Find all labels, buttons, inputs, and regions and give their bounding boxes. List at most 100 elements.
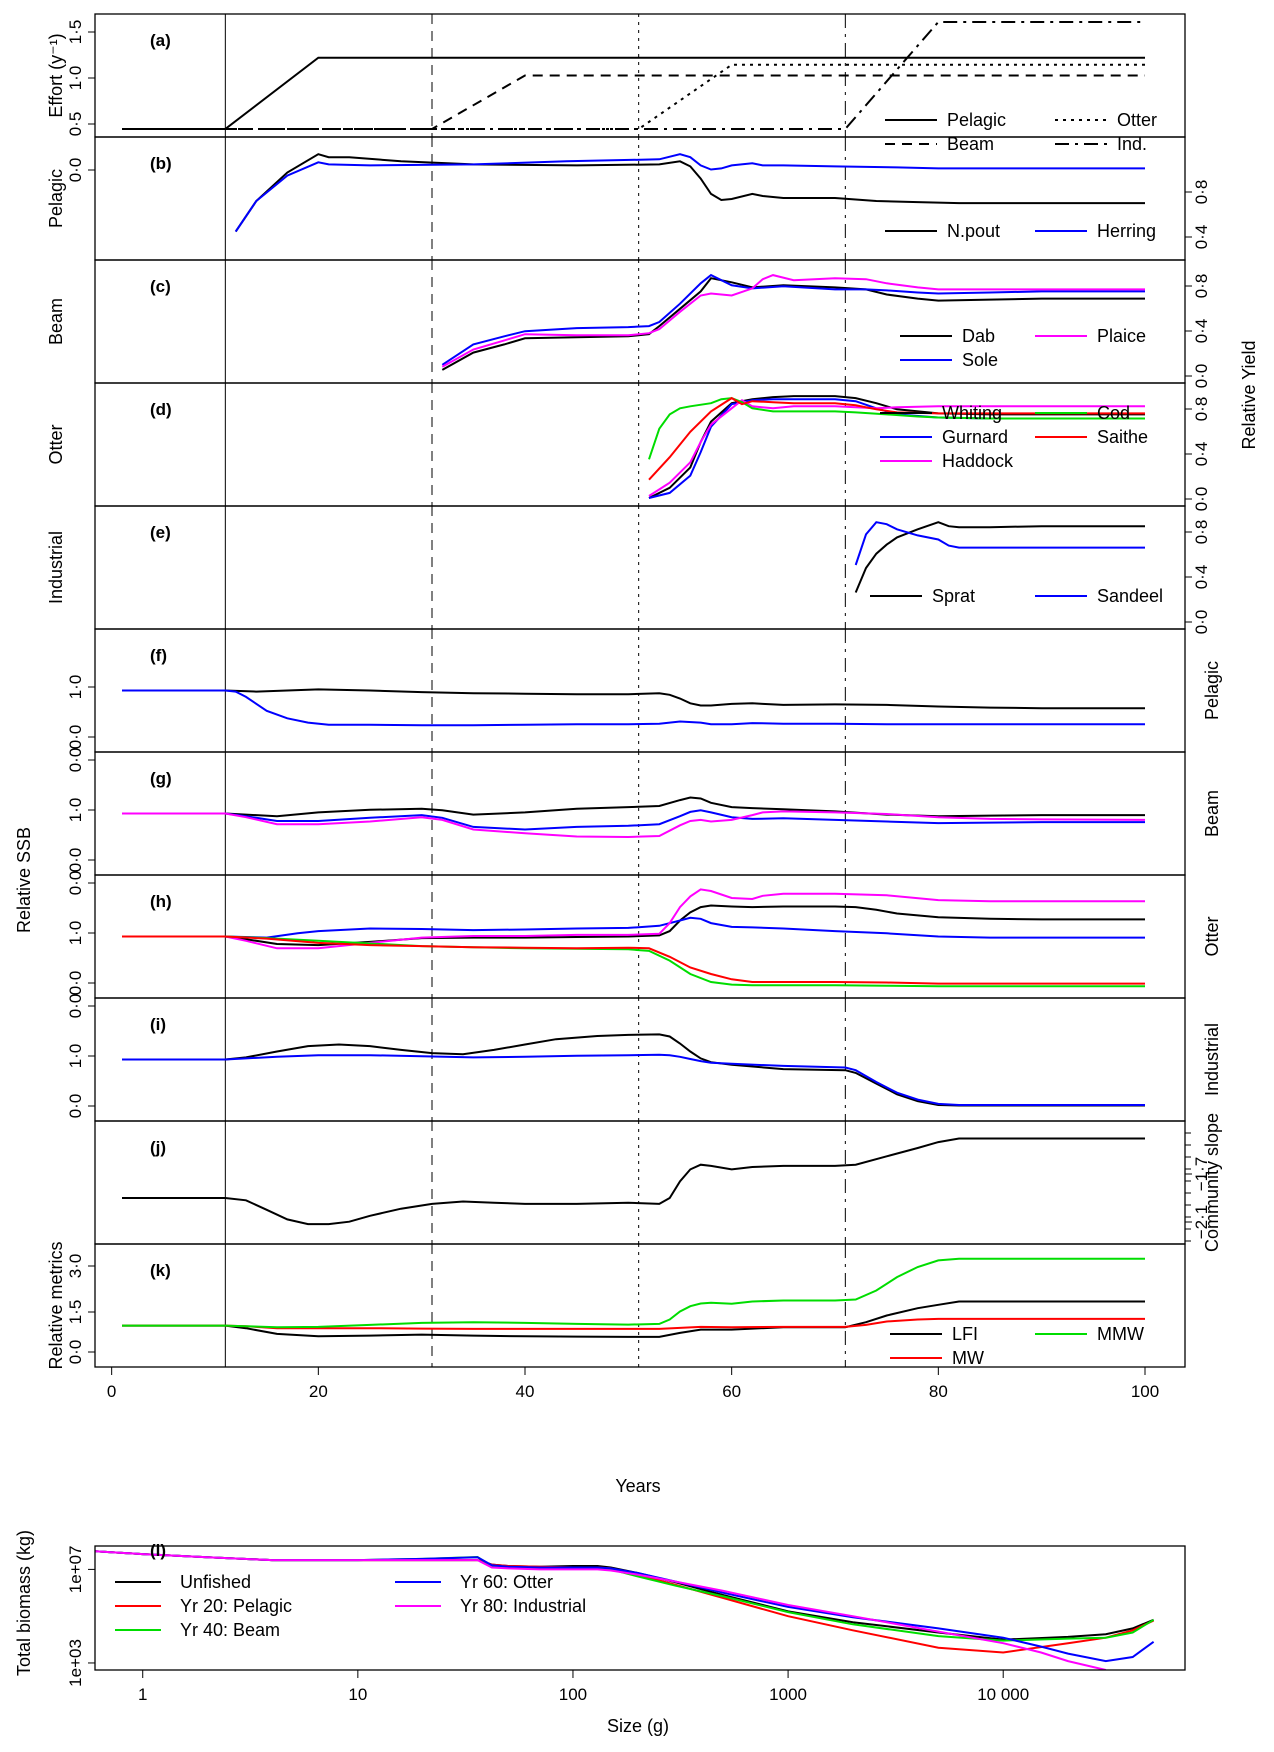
panel-c: (c) 0·0 0·4 0·8 Beam Dab Plaice Sole	[46, 259, 1211, 389]
panel-g: (g) 0·0 1·0 0·0 Beam	[66, 748, 1222, 876]
y-tick-label: 1·0	[66, 675, 85, 700]
y-tick-label: 0·0	[66, 748, 85, 773]
y-axis-label: Pelagic	[1202, 661, 1222, 720]
panel-i-frame	[94, 997, 1186, 1122]
legend-label: Ind.	[1117, 134, 1147, 154]
xlabel-years: Years	[615, 1476, 660, 1496]
legend-label: Yr 40: Beam	[180, 1620, 280, 1640]
y-tick-label: 0·5	[66, 112, 85, 137]
legend-label: Cod	[1097, 403, 1130, 423]
panel-label: (g)	[150, 769, 172, 788]
legend: Pelagic Otter Beam Ind.	[885, 110, 1157, 154]
panel-h: (h) 0·0 1·0 0·0 Otter	[66, 871, 1222, 999]
y-tick-label: 1·0	[66, 921, 85, 946]
y-tick-label: 0·0	[66, 1340, 85, 1365]
size-panel: (l) 1 10 100 1000 10 000 1e+03 1e+07 Size (g) Tot…	[14, 1530, 1186, 1736]
size-panel-series	[95, 1550, 1155, 1670]
panel-label: (d)	[150, 400, 172, 419]
panel-label: (k)	[150, 1261, 171, 1280]
panel-a-series	[122, 21, 1145, 130]
series-lfi	[122, 1300, 1145, 1338]
y-tick-label: 3·0	[66, 1254, 85, 1279]
legend-label: Whiting	[942, 403, 1002, 423]
series-sprat	[122, 1033, 1145, 1107]
y-tick-label: −2·1	[1192, 1205, 1211, 1240]
y-tick-label: 0·0	[66, 971, 85, 996]
y-axis-label: Industrial	[1202, 1023, 1222, 1096]
y-axis-label: Beam	[1202, 790, 1222, 837]
y-tick-label: 0·0	[1192, 487, 1211, 512]
legend-label: Yr 20: Pelagic	[180, 1596, 292, 1616]
legend-label: Gurnard	[942, 427, 1008, 447]
series-haddock	[648, 398, 1145, 497]
ylabel-relative-ssb: Relative SSB	[14, 827, 34, 933]
legend: Sprat Sandeel	[870, 586, 1163, 606]
y-tick-label: 0·4	[1192, 565, 1211, 590]
legend-label: Sandeel	[1097, 586, 1163, 606]
series-sandeel	[854, 521, 1145, 566]
y-tick-label: 0·0	[1192, 364, 1211, 389]
legend-label: N.pout	[947, 221, 1000, 241]
panel-label: (l)	[150, 1541, 166, 1560]
x-tick-label: 1000	[769, 1685, 807, 1704]
x-tick-label: 10	[348, 1685, 367, 1704]
y-tick-label: 1e+03	[66, 1639, 85, 1687]
y-tick-label: 0·0	[66, 994, 85, 1019]
legend-label: Haddock	[942, 451, 1014, 471]
legend: Whiting Cod Gurnard Saithe Haddock	[880, 403, 1148, 471]
panel-e: (e) 0·0 0·4 0·8 Industrial Sprat Sandeel	[46, 505, 1211, 635]
panel-f-frame	[94, 628, 1186, 753]
series-n-pout	[234, 153, 1145, 233]
panel-e-series	[854, 521, 1145, 593]
panel-d-frame	[94, 382, 1186, 507]
y-tick-label: 0·0	[66, 158, 85, 183]
x-tick-label: 60	[722, 1382, 741, 1401]
legend-label: Plaice	[1097, 326, 1146, 346]
panel-h-series	[122, 888, 1145, 988]
y-tick-label: 0·0	[1192, 610, 1211, 635]
y-tick-label: 1·5	[66, 20, 85, 45]
x-axis-years: 0 20 40 60 80 100	[107, 1367, 1159, 1401]
legend-label: Sprat	[932, 586, 975, 606]
y-tick-label: 1e+07	[66, 1546, 85, 1594]
y-axis-label: Effort (y⁻¹)	[46, 33, 66, 117]
legend-label: Beam	[947, 134, 994, 154]
y-tick-label: 1·0	[66, 66, 85, 91]
y-tick-label: 0·8	[1192, 397, 1211, 422]
x-tick-label: 10 000	[977, 1685, 1029, 1704]
y-tick-label: 1·0	[66, 1044, 85, 1069]
series-plaice	[122, 810, 1146, 839]
panel-b-series	[234, 153, 1145, 233]
series-haddock	[122, 888, 1145, 950]
y-axis-label: Total biomass (kg)	[14, 1530, 34, 1676]
y-axis-label: Beam	[46, 298, 66, 345]
legend: LFI MMW MW	[890, 1324, 1144, 1368]
y-axis-label: Pelagic	[46, 169, 66, 228]
panel-c-frame	[94, 259, 1186, 384]
y-tick-label: 0·8	[1192, 274, 1211, 299]
y-tick-label: −1·7	[1192, 1157, 1211, 1192]
y-tick-label: 0·4	[1192, 225, 1211, 250]
legend-label: Pelagic	[947, 110, 1006, 130]
x-tick-label: 100	[1131, 1382, 1159, 1401]
y-tick-label: 0·0	[66, 871, 85, 896]
panel-b: (b) 0·4 0·8 Pelagic N.pout Herring	[46, 136, 1211, 261]
legend-label: Dab	[962, 326, 995, 346]
series-n-pout	[122, 688, 1145, 710]
y-tick-label: 0·4	[1192, 319, 1211, 344]
series-gurnard	[122, 916, 1145, 939]
series-whiting	[648, 395, 1145, 499]
panel-i-series	[122, 1033, 1145, 1107]
panel-d: (d) 0·0 0·4 0·8 Otter Whiting Cod Gurnard Saithe…	[46, 382, 1211, 512]
legend: Dab Plaice Sole	[900, 326, 1146, 370]
x-tick-label: 80	[929, 1382, 948, 1401]
series-saithe	[648, 396, 1145, 481]
legend-label: Saithe	[1097, 427, 1148, 447]
ylabel-relative-yield: Relative Yield	[1239, 340, 1259, 449]
y-axis-label: Relative metrics	[46, 1241, 66, 1369]
